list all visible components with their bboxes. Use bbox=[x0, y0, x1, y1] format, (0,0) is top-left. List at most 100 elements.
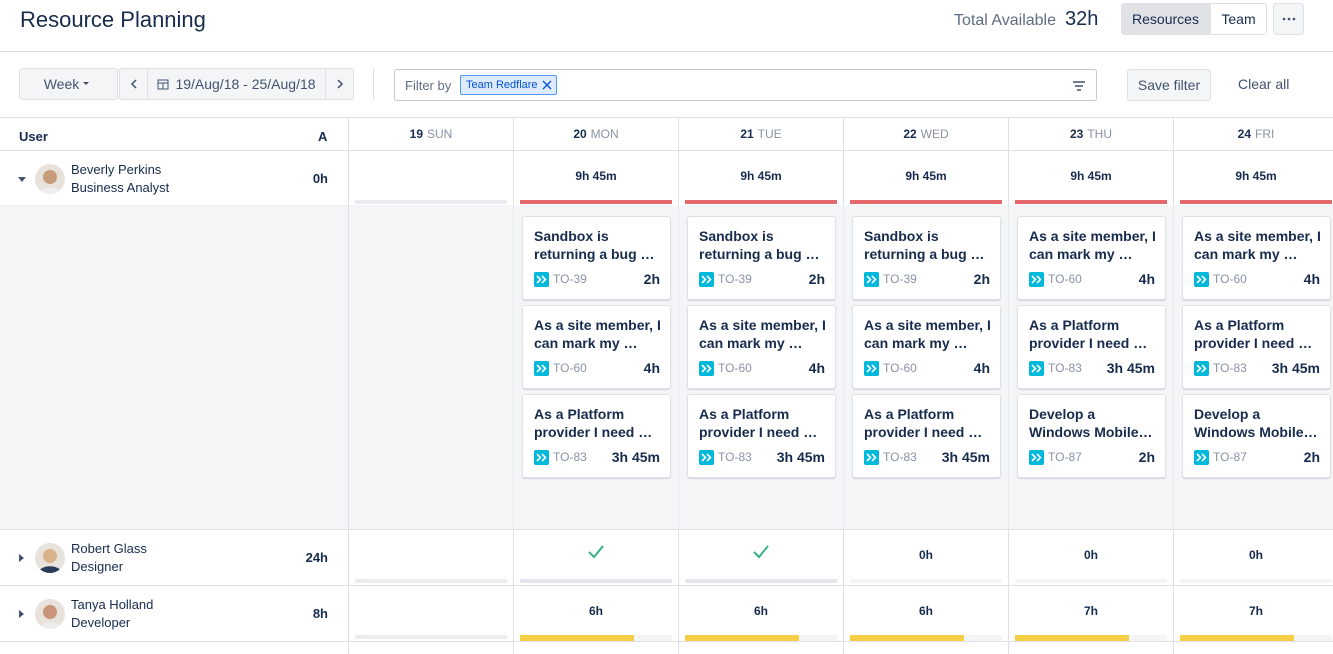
task-card[interactable]: As a site member, I can mark my … TO-60 4h bbox=[1182, 216, 1331, 300]
view-tab[interactable]: Team bbox=[1210, 3, 1267, 35]
clear-all-button[interactable]: Clear all bbox=[1238, 76, 1290, 92]
story-icon-glyph bbox=[536, 364, 547, 373]
more-icon bbox=[1282, 17, 1295, 21]
task-card[interactable]: Sandbox is returning a bug … TO-39 2h bbox=[852, 216, 1001, 300]
user-name: Beverly Perkins bbox=[71, 162, 162, 177]
done-check bbox=[752, 543, 770, 561]
filter-box[interactable]: Filter by Team Redflare bbox=[394, 69, 1097, 101]
task-title: As a Platform provider I need … bbox=[864, 406, 983, 440]
daily-hours: 9h 45m bbox=[1070, 169, 1112, 183]
user-role: Business Analyst bbox=[71, 180, 170, 195]
day-name: FRI bbox=[1255, 127, 1275, 141]
expand-toggle[interactable] bbox=[16, 172, 28, 184]
day-name: MON bbox=[590, 127, 619, 141]
task-card[interactable]: Sandbox is returning a bug … TO-39 2h bbox=[522, 216, 671, 300]
total-value: 32h bbox=[1065, 8, 1099, 30]
story-icon-glyph bbox=[701, 364, 712, 373]
row-border bbox=[0, 529, 1333, 530]
task-title: As a site member, I can mark my … bbox=[1029, 228, 1156, 262]
day-number: 24 bbox=[1237, 127, 1251, 141]
task-key: TO-60 bbox=[1048, 272, 1082, 286]
task-card[interactable]: Develop a Windows Mobile… TO-87 2h bbox=[1182, 394, 1331, 478]
task-hours: 4h bbox=[808, 360, 825, 376]
save-filter-button[interactable]: Save filter bbox=[1127, 69, 1211, 101]
day-header: 19 SUN bbox=[349, 127, 513, 141]
task-title: Develop a Windows Mobile… bbox=[1029, 406, 1153, 440]
task-card[interactable]: Develop a Windows Mobile… TO-87 2h bbox=[1017, 394, 1166, 478]
story-icon bbox=[1029, 272, 1044, 287]
prev-icon bbox=[130, 79, 137, 89]
story-icon-glyph bbox=[866, 275, 877, 284]
story-icon-glyph bbox=[1031, 275, 1042, 284]
task-key: TO-83 bbox=[553, 450, 587, 464]
day-name: THU bbox=[1087, 127, 1113, 141]
task-hours: 4h bbox=[1138, 271, 1155, 287]
task-card[interactable]: Sandbox is returning a bug … TO-39 2h bbox=[687, 216, 836, 300]
story-icon bbox=[1029, 361, 1044, 376]
task-card[interactable]: As a Platform provider I need … TO-83 3h 4… bbox=[1017, 305, 1166, 389]
day-header: 21 TUE bbox=[679, 127, 843, 141]
expand-toggle[interactable] bbox=[16, 551, 28, 563]
user-role: Designer bbox=[71, 559, 124, 574]
task-card[interactable]: As a site member, I can mark my … TO-60 4h bbox=[852, 305, 1001, 389]
avatar-image bbox=[38, 605, 62, 629]
task-card[interactable]: As a Platform provider I need … TO-83 3h 4… bbox=[522, 394, 671, 478]
story-icon-glyph bbox=[536, 453, 547, 462]
remove-tag-icon[interactable] bbox=[542, 80, 552, 90]
task-key: TO-83 bbox=[718, 450, 752, 464]
page-title: Resource Planning bbox=[20, 7, 206, 32]
view-tab[interactable]: Resources bbox=[1121, 3, 1210, 35]
available-header: A bbox=[318, 129, 328, 144]
daily-hours: 0h bbox=[918, 548, 933, 562]
task-title: As a site member, I can mark my … bbox=[534, 317, 661, 351]
daily-hours: 6h bbox=[588, 604, 603, 618]
capacity-bar-empty bbox=[1180, 579, 1332, 583]
task-card[interactable]: As a site member, I can mark my … TO-60 4h bbox=[522, 305, 671, 389]
daily-hours: 7h bbox=[1083, 604, 1098, 618]
day-column-border bbox=[1008, 205, 1009, 529]
avatar-image bbox=[38, 549, 62, 573]
task-hours: 3h 45m bbox=[776, 449, 825, 465]
story-icon bbox=[699, 361, 714, 376]
capacity-bar-used bbox=[850, 635, 964, 641]
date-range[interactable]: 19/Aug/18 - 25/Aug/18 bbox=[147, 68, 326, 100]
story-icon-glyph bbox=[866, 453, 877, 462]
task-card[interactable]: As a site member, I can mark my … TO-60 4h bbox=[1017, 216, 1166, 300]
task-key: TO-39 bbox=[553, 272, 587, 286]
task-key: TO-87 bbox=[1048, 450, 1082, 464]
task-title: Sandbox is returning a bug … bbox=[699, 228, 820, 262]
story-icon-glyph bbox=[701, 275, 712, 284]
expand-toggle[interactable] bbox=[16, 607, 28, 619]
user-header: User bbox=[19, 129, 48, 144]
avatar-image bbox=[38, 170, 62, 194]
story-icon-glyph bbox=[536, 275, 547, 284]
next-button[interactable] bbox=[325, 68, 354, 100]
task-key: TO-60 bbox=[883, 361, 917, 375]
period-button[interactable]: Week bbox=[19, 68, 118, 100]
daily-hours: 9h 45m bbox=[740, 169, 782, 183]
day-number: 23 bbox=[1069, 127, 1084, 141]
task-card[interactable]: As a Platform provider I need … TO-83 3h 4… bbox=[1182, 305, 1331, 389]
story-icon bbox=[534, 361, 549, 376]
task-card[interactable]: As a Platform provider I need … TO-83 3h 4… bbox=[687, 394, 836, 478]
story-icon bbox=[699, 450, 714, 465]
filter-icon[interactable] bbox=[1072, 80, 1086, 92]
filter-tag[interactable]: Team Redflare bbox=[460, 75, 557, 95]
more-button[interactable] bbox=[1273, 3, 1304, 35]
task-card[interactable]: As a Platform provider I need … TO-83 3h 4… bbox=[852, 394, 1001, 478]
day-number: 20 bbox=[573, 127, 587, 141]
task-hours: 2h bbox=[808, 271, 825, 287]
task-card[interactable]: As a site member, I can mark my … TO-60 4h bbox=[687, 305, 836, 389]
prev-button[interactable] bbox=[119, 68, 148, 100]
task-key: TO-60 bbox=[553, 361, 587, 375]
calendar-icon bbox=[157, 79, 169, 90]
day-header: 22 WED bbox=[844, 127, 1008, 141]
avatar bbox=[35, 543, 65, 573]
next-icon bbox=[336, 79, 343, 89]
day-number: 21 bbox=[740, 127, 754, 141]
filter-tag-label: Team Redflare bbox=[466, 79, 538, 91]
task-title: Develop a Windows Mobile… bbox=[1194, 406, 1318, 440]
task-key: TO-60 bbox=[718, 361, 752, 375]
user-name: Robert Glass bbox=[71, 541, 147, 556]
